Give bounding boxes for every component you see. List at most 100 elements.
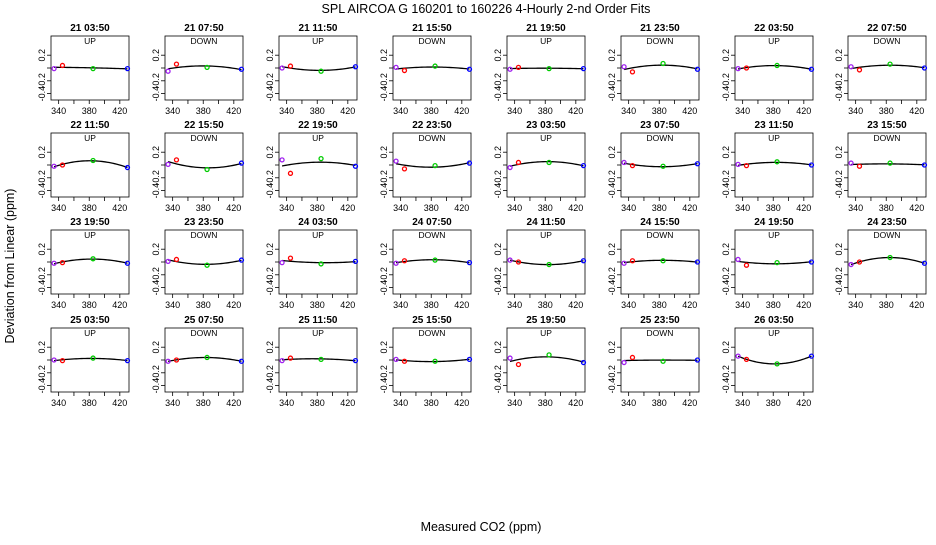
panel-title: 25 11:50 bbox=[299, 315, 338, 326]
panel-title: 23 11:50 bbox=[755, 120, 794, 131]
y-tick-label: 0.2 bbox=[37, 243, 47, 256]
y-tick-label: -0.4 bbox=[493, 280, 503, 296]
fit-curve bbox=[624, 65, 697, 69]
panel-direction: DOWN bbox=[647, 230, 674, 240]
point-low-1 bbox=[394, 357, 398, 361]
panel-title: 25 03:50 bbox=[70, 315, 110, 326]
point-low-2 bbox=[516, 362, 520, 366]
point-low-1 bbox=[166, 69, 170, 73]
point-high bbox=[581, 361, 585, 365]
point-high bbox=[695, 67, 699, 71]
panel-direction: DOWN bbox=[419, 133, 446, 143]
x-tick-label: 380 bbox=[310, 398, 325, 408]
y-tick-label: 0.2 bbox=[493, 243, 503, 256]
point-low-2 bbox=[60, 261, 64, 265]
panel-title: 22 15:50 bbox=[184, 120, 224, 131]
point-low-2 bbox=[288, 356, 292, 360]
x-tick-label: 380 bbox=[538, 300, 553, 310]
x-tick-label: 340 bbox=[165, 300, 180, 310]
panel-direction: DOWN bbox=[647, 133, 674, 143]
x-tick-label: 420 bbox=[796, 398, 811, 408]
x-tick-label: 420 bbox=[340, 398, 355, 408]
y-tick-label: -0.4 bbox=[37, 280, 47, 296]
point-low-2 bbox=[402, 69, 406, 73]
y-tick-label: 0.2 bbox=[493, 146, 503, 159]
panel-title: 21 23:50 bbox=[640, 23, 680, 34]
x-tick-label: 420 bbox=[454, 203, 469, 213]
x-tick-label: 380 bbox=[196, 300, 211, 310]
point-low-1 bbox=[736, 162, 740, 166]
x-tick-label: 340 bbox=[165, 398, 180, 408]
point-low-2 bbox=[288, 256, 292, 260]
panel-title: 25 23:50 bbox=[640, 315, 680, 326]
panel-title: 24 03:50 bbox=[298, 217, 338, 228]
x-tick-label: 420 bbox=[682, 106, 697, 116]
fit-curve bbox=[282, 67, 355, 71]
y-tick-label: -0.4 bbox=[721, 280, 731, 296]
figure-title: SPL AIRCOA G 160201 to 160226 4-Hourly 2… bbox=[322, 2, 651, 16]
x-tick-label: 340 bbox=[279, 398, 294, 408]
x-tick-label: 420 bbox=[454, 398, 469, 408]
point-mid bbox=[319, 69, 323, 73]
panel-title: 24 19:50 bbox=[754, 217, 794, 228]
panel-title: 23 19:50 bbox=[70, 217, 110, 228]
panel-title: 21 11:50 bbox=[299, 23, 338, 34]
x-tick-label: 340 bbox=[507, 398, 522, 408]
x-tick-label: 420 bbox=[226, 300, 241, 310]
y-tick-label: 0.2 bbox=[37, 49, 47, 62]
fit-curve bbox=[851, 65, 924, 68]
point-low-1 bbox=[622, 160, 626, 164]
panel-title: 22 07:50 bbox=[867, 23, 907, 34]
y-tick-label: -0.4 bbox=[721, 86, 731, 102]
x-tick-label: 380 bbox=[196, 106, 211, 116]
x-tick-label: 420 bbox=[568, 106, 583, 116]
panel-direction: UP bbox=[312, 36, 324, 46]
point-low-1 bbox=[394, 261, 398, 265]
panel-direction: UP bbox=[768, 230, 780, 240]
x-tick-label: 380 bbox=[652, 300, 667, 310]
y-tick-label: 0.2 bbox=[834, 49, 844, 62]
panel-direction: DOWN bbox=[191, 133, 218, 143]
panel-direction: UP bbox=[768, 36, 780, 46]
panel-title: 24 23:50 bbox=[867, 217, 907, 228]
x-tick-label: 340 bbox=[621, 106, 636, 116]
y-tick-label: 0.2 bbox=[607, 243, 617, 256]
point-low-1 bbox=[622, 361, 626, 365]
point-high bbox=[809, 354, 813, 358]
panel-direction: DOWN bbox=[874, 230, 901, 240]
x-tick-label: 340 bbox=[735, 398, 750, 408]
point-low-2 bbox=[60, 163, 64, 167]
y-tick-label: -0.4 bbox=[607, 183, 617, 199]
point-low-2 bbox=[60, 63, 64, 67]
x-tick-label: 340 bbox=[507, 106, 522, 116]
x-tick-label: 340 bbox=[621, 398, 636, 408]
panel-direction: DOWN bbox=[191, 328, 218, 338]
y-tick-label: 0.2 bbox=[607, 146, 617, 159]
x-tick-label: 340 bbox=[393, 106, 408, 116]
point-mid bbox=[888, 161, 892, 165]
panel-direction: DOWN bbox=[419, 230, 446, 240]
point-high bbox=[922, 261, 926, 265]
panel-direction: UP bbox=[540, 133, 552, 143]
point-low-1 bbox=[622, 261, 626, 265]
y-tick-label: -0.4 bbox=[834, 280, 844, 296]
y-tick-label: 0.2 bbox=[607, 341, 617, 354]
y-tick-label: -0.4 bbox=[607, 280, 617, 296]
panel-direction: UP bbox=[540, 230, 552, 240]
y-tick-label: 0.2 bbox=[37, 146, 47, 159]
x-tick-label: 380 bbox=[538, 106, 553, 116]
x-tick-label: 420 bbox=[682, 398, 697, 408]
point-high bbox=[239, 359, 243, 363]
point-mid bbox=[888, 62, 892, 66]
y-tick-label: -0.4 bbox=[265, 86, 275, 102]
y-tick-label: 0.2 bbox=[265, 243, 275, 256]
